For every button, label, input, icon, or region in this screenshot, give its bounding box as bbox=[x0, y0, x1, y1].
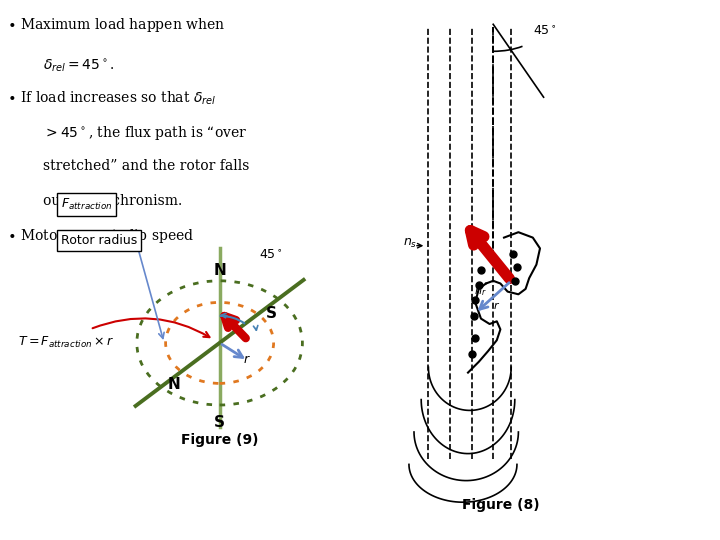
Text: $n_r$: $n_r$ bbox=[474, 286, 487, 298]
Text: $n_s$: $n_s$ bbox=[403, 237, 418, 250]
Text: out of synchronism.: out of synchronism. bbox=[43, 194, 182, 208]
Text: S: S bbox=[266, 306, 276, 321]
Text: $> 45^\circ$, the flux path is “over: $> 45^\circ$, the flux path is “over bbox=[43, 124, 247, 142]
Text: $T = F_{attraction} \times r$: $T = F_{attraction} \times r$ bbox=[18, 335, 114, 350]
Text: $\bullet$ Maximum load happen when: $\bullet$ Maximum load happen when bbox=[7, 16, 225, 34]
Text: N: N bbox=[213, 262, 226, 278]
Text: $\bullet$ Motor runs at slip speed: $\bullet$ Motor runs at slip speed bbox=[7, 227, 194, 245]
Text: N: N bbox=[167, 377, 180, 392]
Text: $\bullet$ If load increases so that $\delta_{rel}$: $\bullet$ If load increases so that $\de… bbox=[7, 89, 217, 106]
Text: $r$: $r$ bbox=[493, 300, 500, 311]
Text: S: S bbox=[214, 415, 225, 430]
Text: Rotor radius: Rotor radius bbox=[61, 234, 138, 247]
Text: Figure (8): Figure (8) bbox=[462, 498, 539, 512]
Text: $\delta_{rel} = 45^\circ$.: $\delta_{rel} = 45^\circ$. bbox=[43, 57, 115, 73]
Text: $r$: $r$ bbox=[243, 353, 251, 367]
Text: $F_{attraction}$: $F_{attraction}$ bbox=[61, 197, 112, 212]
Text: $45^\circ$: $45^\circ$ bbox=[259, 249, 283, 262]
Text: stretched” and the rotor falls: stretched” and the rotor falls bbox=[43, 159, 250, 173]
Text: $45^\circ$: $45^\circ$ bbox=[533, 25, 557, 38]
Text: Figure (9): Figure (9) bbox=[181, 433, 258, 447]
